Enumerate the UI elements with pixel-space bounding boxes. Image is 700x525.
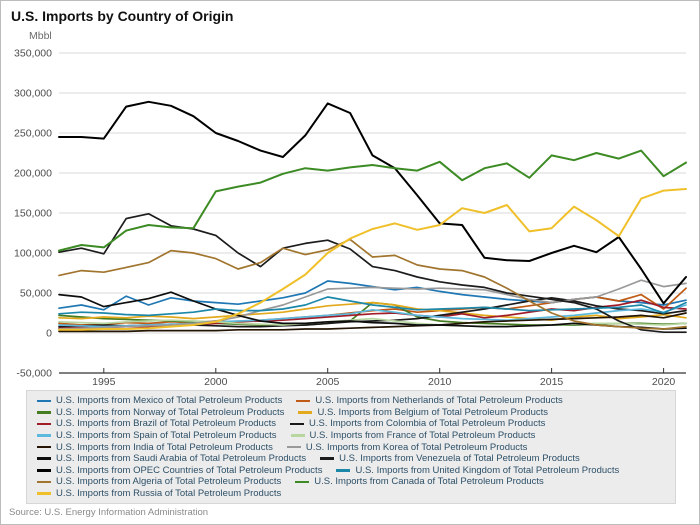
- legend-row: U.S. Imports from India of Total Petrole…: [37, 441, 667, 453]
- legend-item-korea[interactable]: U.S. Imports from Korea of Total Petrole…: [286, 441, 528, 453]
- legend-item-algeria[interactable]: U.S. Imports from Algeria of Total Petro…: [37, 476, 281, 487]
- legend-item-opec-countries[interactable]: U.S. Imports from OPEC Countries of Tota…: [37, 465, 322, 476]
- legend-label: U.S. Imports from Netherlands of Total P…: [315, 395, 563, 407]
- legend-item-russia[interactable]: U.S. Imports from Russia of Total Petrol…: [37, 488, 281, 499]
- legend-label: U.S. Imports from Canada of Total Petrol…: [314, 476, 544, 488]
- chart-legend: U.S. Imports from Mexico of Total Petrol…: [26, 390, 676, 504]
- legend-label: U.S. Imports from Mexico of Total Petrol…: [56, 395, 283, 407]
- x-tick-label: 2000: [204, 376, 228, 388]
- legend-marker-netherlands: [296, 399, 311, 403]
- legend-label: U.S. Imports from India of Total Petrole…: [56, 441, 273, 453]
- legend-item-canada[interactable]: U.S. Imports from Canada of Total Petrol…: [295, 476, 544, 487]
- legend-label: U.S. Imports from Belgium of Total Petro…: [317, 406, 548, 418]
- series-line-belgium: [58, 301, 687, 322]
- legend-row: U.S. Imports from Mexico of Total Petrol…: [37, 395, 667, 407]
- legend-row: U.S. Imports from Norway of Total Petrol…: [37, 407, 667, 419]
- legend-item-netherlands[interactable]: U.S. Imports from Netherlands of Total P…: [296, 395, 563, 407]
- series-line-russia: [58, 188, 687, 331]
- legend-label: U.S. Imports from Saudi Arabia of Total …: [56, 453, 307, 465]
- legend-item-saudi-arabia[interactable]: U.S. Imports from Saudi Arabia of Total …: [37, 453, 306, 464]
- legend-row: U.S. Imports from Spain of Total Petrole…: [37, 430, 667, 442]
- legend-marker-canada: [295, 480, 310, 484]
- source-note: Source: U.S. Energy Information Administ…: [9, 507, 209, 518]
- unit-label: Mbbl: [29, 30, 52, 42]
- series-line-india: [58, 312, 687, 333]
- y-tick-label: 0: [46, 328, 52, 340]
- legend-label: U.S. Imports from Colombia of Total Petr…: [308, 418, 546, 430]
- x-tick-label: 2005: [316, 376, 340, 388]
- series-line-united-kingdom: [58, 296, 687, 317]
- legend-marker-france: [290, 434, 305, 437]
- legend-row: U.S. Imports from Russia of Total Petrol…: [37, 488, 667, 500]
- legend-marker-brazil: [37, 422, 51, 426]
- legend-marker-mexico: [37, 399, 51, 403]
- legend-item-india[interactable]: U.S. Imports from India of Total Petrole…: [37, 442, 273, 453]
- y-tick-label: 150,000: [14, 208, 52, 220]
- legend-marker-spain: [37, 434, 51, 437]
- legend-marker-colombia: [289, 422, 304, 426]
- legend-marker-saudi-arabia: [37, 457, 51, 461]
- legend-item-brazil[interactable]: U.S. Imports from Brazil of Total Petrol…: [37, 418, 276, 429]
- legend-item-france[interactable]: U.S. Imports from France of Total Petrol…: [290, 430, 536, 442]
- y-tick-label: -50,000: [16, 368, 52, 380]
- y-tick-label: 200,000: [14, 168, 52, 180]
- legend-row: U.S. Imports from Saudi Arabia of Total …: [37, 453, 667, 465]
- legend-label: U.S. Imports from OPEC Countries of Tota…: [56, 464, 323, 476]
- legend-row: U.S. Imports from Algeria of Total Petro…: [37, 476, 667, 488]
- legend-item-belgium[interactable]: U.S. Imports from Belgium of Total Petro…: [298, 407, 548, 418]
- line-chart: 350,000 300,000 250,000 200,000 150,000 100,0…: [14, 48, 687, 388]
- legend-item-united-kingdom[interactable]: U.S. Imports from United Kingdom of Tota…: [336, 465, 619, 476]
- chart-title: U.S. Imports by Country of Origin: [11, 8, 234, 24]
- legend-label: U.S. Imports from Norway of Total Petrol…: [56, 406, 285, 418]
- legend-label: U.S. Imports from Spain of Total Petrole…: [56, 430, 277, 442]
- series-line-opec-countries: [58, 100, 687, 305]
- legend-label: U.S. Imports from Algeria of Total Petro…: [56, 476, 282, 488]
- legend-marker-algeria: [37, 480, 51, 484]
- legend-label: U.S. Imports from Korea of Total Petrole…: [305, 441, 528, 453]
- y-tick-label: 350,000: [14, 48, 52, 60]
- legend-marker-venezuela: [320, 457, 335, 461]
- legend-item-colombia[interactable]: U.S. Imports from Colombia of Total Petr…: [289, 418, 546, 430]
- series-line-saudi-arabia: [58, 291, 687, 330]
- x-tick-label: 2020: [652, 376, 676, 388]
- legend-marker-india: [37, 445, 51, 449]
- y-tick-label: 300,000: [14, 88, 52, 100]
- legend-label: U.S. Imports from France of Total Petrol…: [309, 430, 536, 442]
- legend-label: U.S. Imports from Venezuela of Total Pet…: [339, 453, 580, 465]
- x-tick-label: 2015: [540, 376, 564, 388]
- series-line-canada: [58, 149, 687, 252]
- legend-item-mexico[interactable]: U.S. Imports from Mexico of Total Petrol…: [37, 395, 282, 406]
- legend-label: U.S. Imports from Brazil of Total Petrol…: [56, 418, 276, 430]
- legend-marker-norway: [37, 411, 51, 414]
- legend-label: U.S. Imports from United Kingdom of Tota…: [355, 464, 620, 476]
- legend-marker-opec-countries: [37, 469, 51, 472]
- legend-marker-korea: [286, 445, 301, 449]
- series-line-korea: [58, 279, 687, 330]
- series-line-netherlands: [58, 287, 687, 326]
- x-tick-label: 2010: [428, 376, 452, 388]
- legend-marker-russia: [37, 492, 51, 495]
- legend-item-norway[interactable]: U.S. Imports from Norway of Total Petrol…: [37, 407, 284, 418]
- legend-row: U.S. Imports from Brazil of Total Petrol…: [37, 418, 667, 430]
- y-tick-label: 50,000: [20, 288, 52, 300]
- legend-marker-united-kingdom: [336, 469, 351, 472]
- legend-item-spain[interactable]: U.S. Imports from Spain of Total Petrole…: [37, 430, 277, 441]
- y-tick-label: 250,000: [14, 128, 52, 140]
- legend-marker-belgium: [298, 411, 313, 414]
- series-line-venezuela: [58, 212, 687, 334]
- series-line-algeria: [58, 238, 687, 330]
- x-tick-label: 1995: [92, 376, 116, 388]
- legend-item-venezuela[interactable]: U.S. Imports from Venezuela of Total Pet…: [320, 453, 580, 464]
- y-tick-label: 100,000: [14, 248, 52, 260]
- legend-label: U.S. Imports from Russia of Total Petrol…: [56, 488, 282, 500]
- legend-row: U.S. Imports from OPEC Countries of Tota…: [37, 465, 667, 477]
